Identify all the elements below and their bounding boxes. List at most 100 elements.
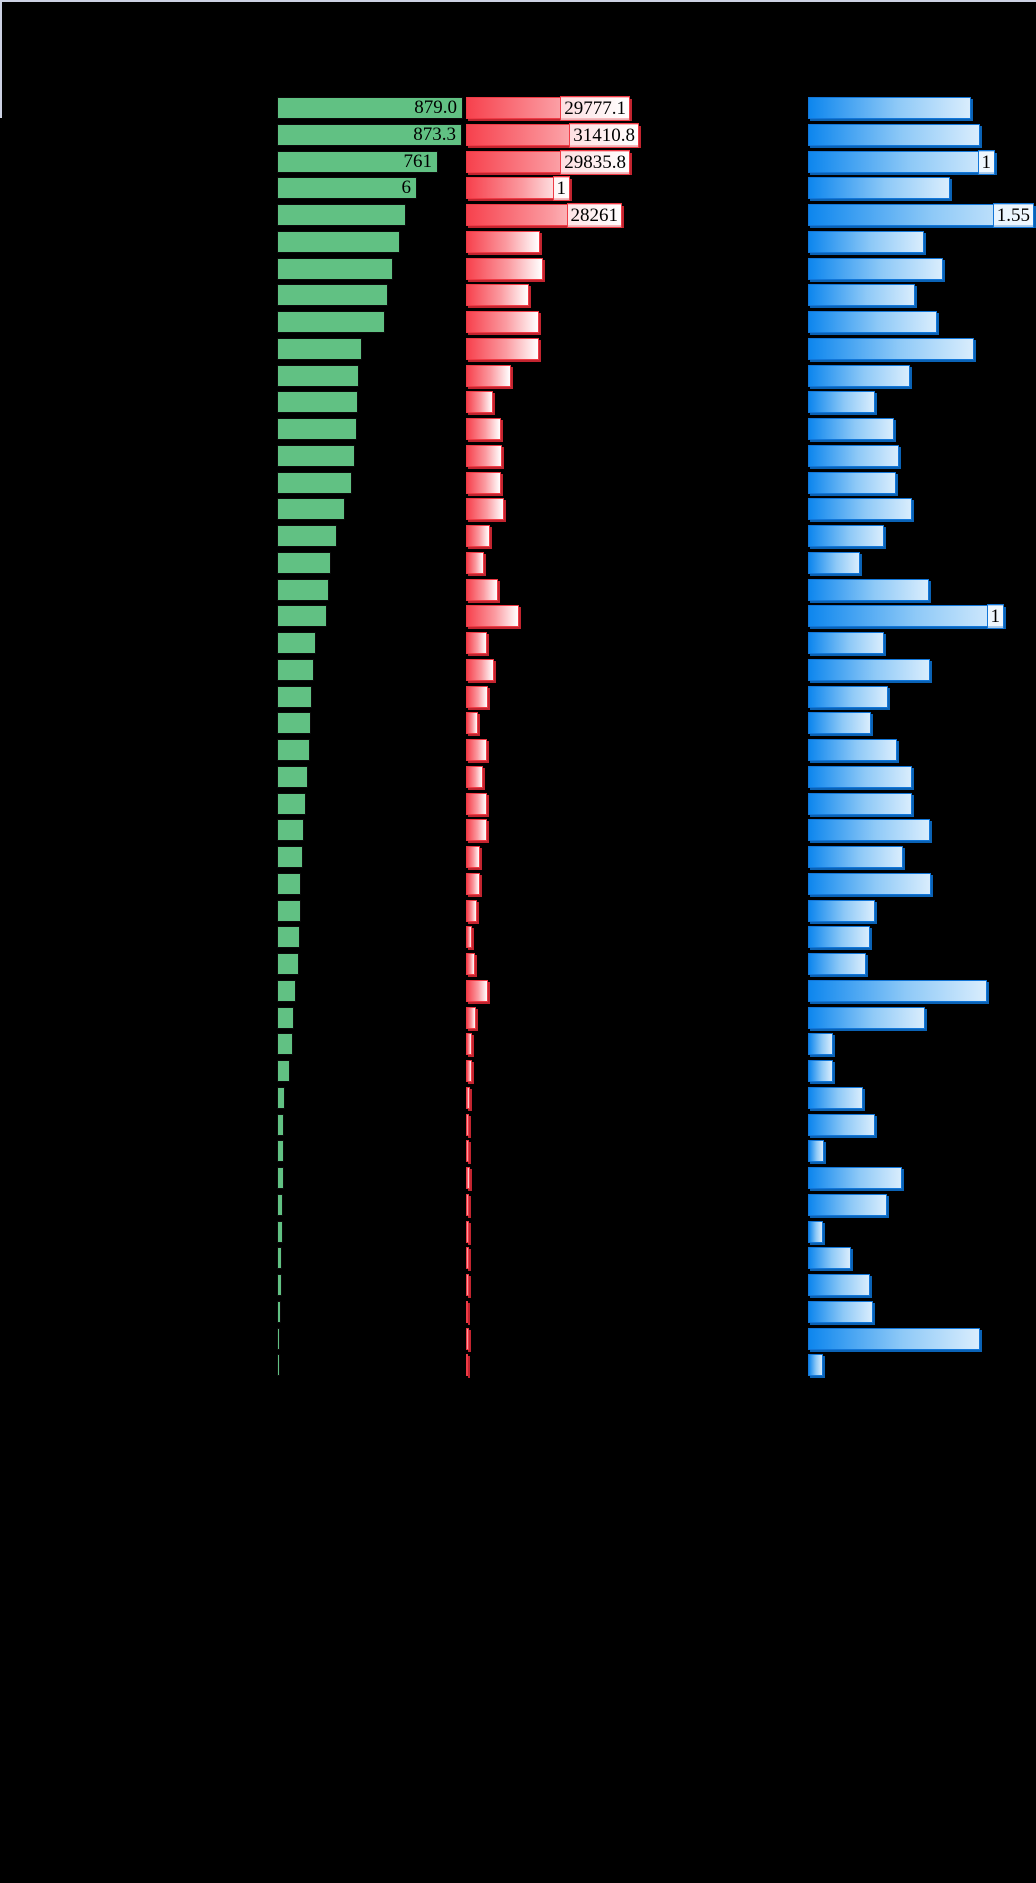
bar-red-row-24 (466, 712, 478, 735)
bar-green-row-40 (277, 1140, 284, 1163)
bar-blue-row-8 (808, 284, 915, 307)
bar-green-row-11 (277, 364, 359, 387)
bar-blue-row-14 (808, 444, 899, 467)
bar-red-row-26 (466, 765, 483, 788)
bar-red-row-35 (466, 1006, 476, 1029)
bar-green-row-28 (277, 819, 304, 842)
bar-blue-row-40 (808, 1140, 824, 1163)
bar-green-row-35 (277, 1006, 294, 1029)
bar-red-row-8 (466, 284, 529, 307)
bar-red-row-38 (466, 1086, 470, 1109)
bar-green-row-38 (277, 1086, 285, 1109)
bar-blue-row-46 (808, 1300, 873, 1323)
bar-green-row-20 (277, 605, 327, 628)
bar-red-row-34 (466, 979, 488, 1002)
bar-green-row-23 (277, 685, 312, 708)
bar-red-row-33 (466, 953, 475, 975)
bar-blue-row-22 (808, 658, 930, 681)
bar-blue-row-27 (808, 792, 912, 815)
window-top-edge (0, 0, 1036, 2)
bar-green-row-14 (277, 444, 355, 467)
bar-blue-row-33 (808, 953, 866, 975)
bar-green-row-25 (277, 739, 310, 761)
bar-red-row-48 (466, 1354, 468, 1377)
bar-green-row-32 (277, 926, 300, 949)
bar-green-row-30 (277, 872, 301, 895)
bar-blue-row-11 (808, 364, 910, 387)
bar-green-row-42 (277, 1193, 283, 1216)
bar-blue-row-34 (808, 979, 987, 1002)
bar-green-row-13 (277, 418, 357, 440)
bar-green-row-47 (277, 1327, 280, 1350)
bar-blue-row-17 (808, 525, 884, 547)
bar-green-row-33 (277, 953, 299, 975)
bar-red-row-4: 1 (466, 176, 570, 202)
bar-red-row-29 (466, 846, 480, 868)
bar-red-row-17 (466, 525, 490, 547)
bar-green-row-24 (277, 712, 311, 735)
bar-blue-row-28 (808, 819, 930, 842)
bar-blue-row-42 (808, 1193, 887, 1216)
bar-red-row-7 (466, 257, 543, 280)
bar-blue-row-3: 1 (808, 149, 995, 175)
bar-green-row-17 (277, 525, 337, 547)
bar-blue-row-7 (808, 257, 943, 280)
bar-blue-row-20: 1 (808, 604, 1004, 630)
bar-value-label: 1 (986, 604, 1004, 630)
bar-red-row-27 (466, 792, 487, 815)
bar-blue-row-35 (808, 1006, 925, 1029)
bar-blue-row-9 (808, 311, 937, 333)
bar-value-label: 6 (401, 177, 412, 199)
bar-green-row-8 (277, 284, 388, 307)
bar-red-row-9 (466, 311, 539, 333)
bar-green-row-2: 873.3 (277, 123, 462, 146)
bar-red-row-11 (466, 364, 511, 387)
bar-red-row-37 (466, 1060, 472, 1082)
bar-red-row-42 (466, 1193, 469, 1216)
bar-red-row-40 (466, 1140, 469, 1163)
bar-blue-row-45 (808, 1274, 870, 1296)
bar-red-row-18 (466, 551, 484, 574)
bar-blue-row-2 (808, 123, 980, 146)
bar-red-row-6 (466, 230, 540, 253)
bar-green-row-44 (277, 1247, 282, 1270)
bar-blue-row-6 (808, 230, 924, 253)
bar-green-row-19 (277, 578, 329, 601)
bar-blue-row-13 (808, 418, 894, 440)
bar-green-row-15 (277, 471, 352, 494)
bar-blue-row-36 (808, 1033, 833, 1056)
bar-value-label: 1.55 (992, 203, 1034, 228)
bar-blue-row-4 (808, 177, 950, 200)
bar-green-row-26 (277, 765, 308, 788)
bar-red-row-19 (466, 578, 498, 601)
bar-green-row-48 (277, 1354, 280, 1377)
bar-green-row-6 (277, 230, 400, 253)
bar-green-row-1: 879.0 (277, 97, 463, 119)
bar-blue-row-15 (808, 471, 896, 494)
bar-value-label: 29835.8 (560, 149, 630, 175)
bar-blue-row-29 (808, 846, 903, 868)
bar-value-label: 29777.1 (560, 96, 630, 121)
bar-blue-row-38 (808, 1086, 863, 1109)
bar-red-row-22 (466, 658, 494, 681)
bar-blue-row-47 (808, 1327, 980, 1350)
bar-green-row-43 (277, 1220, 283, 1243)
bar-red-row-31 (466, 899, 477, 922)
bar-blue-row-31 (808, 899, 875, 922)
bar-value-label: 1 (552, 176, 570, 202)
bar-blue-row-16 (808, 498, 912, 521)
bar-red-row-16 (466, 498, 504, 521)
bar-blue-row-24 (808, 712, 871, 735)
bar-red-row-3: 29835.8 (466, 149, 630, 175)
bar-blue-row-5: 1.55 (808, 203, 1034, 228)
bar-value-label: 873.3 (413, 123, 456, 145)
bar-green-row-45 (277, 1274, 282, 1296)
bar-red-row-12 (466, 391, 493, 414)
bar-green-row-27 (277, 792, 306, 815)
bar-blue-row-44 (808, 1247, 851, 1270)
bar-blue-row-23 (808, 685, 888, 708)
bar-green-row-41 (277, 1167, 284, 1189)
bar-red-row-36 (466, 1033, 472, 1056)
bar-green-row-9 (277, 311, 385, 333)
